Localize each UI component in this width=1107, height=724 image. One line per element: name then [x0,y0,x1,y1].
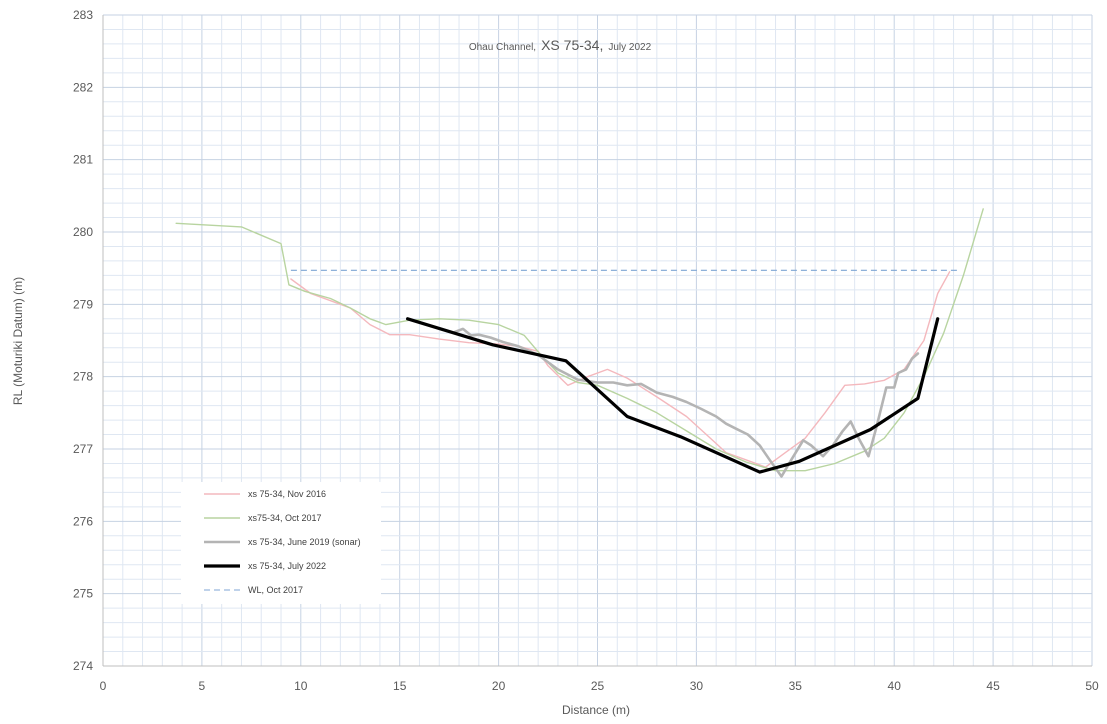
series-layer [175,208,984,478]
y-tick-label: 275 [73,587,93,601]
chart-title: Ohau Channel, XS 75-34, July 2022 [469,37,652,53]
x-tick-label: 40 [888,679,902,693]
series-line-2 [175,208,984,472]
x-tick-label: 0 [100,679,107,693]
y-tick-label: 280 [73,225,93,239]
x-axis-title: Distance (m) [562,703,630,717]
y-axis-title: RL (Moturiki Datum) (m) [11,277,25,405]
series-line-4 [406,317,940,474]
legend-label-3: xs 75-34, June 2019 (sonar) [248,537,361,547]
chart-title-prefix: Ohau Channel, [469,42,536,53]
series-line-1 [290,271,951,468]
y-tick-labels: 274 275 276 277 278 279 280 281 282 283 [73,8,93,673]
y-tick-label: 274 [73,659,93,673]
x-tick-label: 5 [199,679,206,693]
x-tick-label: 20 [492,679,506,693]
legend-label-5: WL, Oct 2017 [248,585,303,595]
axes [102,15,1092,667]
y-tick-label: 277 [73,442,93,456]
x-tick-label: 35 [789,679,803,693]
x-tick-label: 25 [591,679,605,693]
legend-label-4: xs 75-34, July 2022 [248,561,326,571]
x-tick-label: 50 [1085,679,1099,693]
y-tick-label: 278 [73,370,93,384]
y-tick-label: 276 [73,514,93,528]
legend-label-1: xs 75-34, Nov 2016 [248,489,326,499]
y-tick-label: 281 [73,153,93,167]
y-tick-label: 282 [73,80,93,94]
y-tick-label: 283 [73,8,93,22]
x-tick-label: 10 [294,679,308,693]
chart-title-main: XS 75-34, [541,37,603,53]
x-tick-label: 15 [393,679,407,693]
x-tick-label: 45 [986,679,1000,693]
legend: xs 75-34, Nov 2016 xs75-34, Oct 2017 xs 75… [181,482,381,604]
chart-title-suffix: July 2022 [608,42,651,53]
x-tick-label: 30 [690,679,704,693]
y-tick-label: 279 [73,297,93,311]
legend-label-2: xs75-34, Oct 2017 [248,513,322,523]
x-tick-labels: 0 5 10 15 20 25 30 35 40 45 50 [100,679,1099,693]
